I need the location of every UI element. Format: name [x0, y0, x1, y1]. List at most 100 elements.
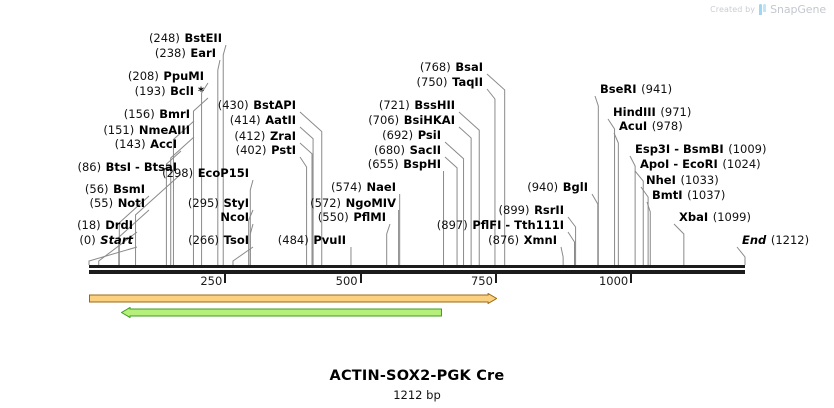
restriction-site-label[interactable]: (412) ZraI [0, 130, 296, 142]
site-name: TsoI [223, 233, 249, 247]
restriction-site-label[interactable]: (248) BstEII [0, 32, 222, 44]
site-leader-line [567, 231, 576, 265]
restriction-site-label[interactable]: (18) DrdI [0, 219, 133, 231]
restriction-site-label[interactable]: (266) TsoI [0, 234, 249, 246]
ruler-tick-label: 250 [200, 274, 223, 288]
orange-feature-arrow[interactable] [89, 293, 498, 304]
restriction-site-label[interactable]: (750) TaqII [0, 76, 483, 88]
site-position: (193) [134, 84, 166, 98]
restriction-site-label[interactable]: (156) BmrI [0, 108, 190, 120]
site-position: (655) [367, 157, 399, 171]
site-name: BtsI - BtsaI [105, 160, 177, 174]
site-position: (876) [488, 233, 520, 247]
restriction-site-label[interactable]: (430) BstAPI [0, 99, 296, 111]
restriction-site-label[interactable]: XbaI (1099) [679, 211, 751, 223]
restriction-site-label[interactable]: (899) RsrII [0, 204, 564, 216]
restriction-site-label[interactable]: (402) PstI [0, 144, 296, 156]
site-name: BclI * [170, 84, 204, 98]
restriction-site-label[interactable]: (680) SacII [0, 144, 441, 156]
site-name: BstAPI [253, 98, 296, 112]
restriction-site-label[interactable]: NheI (1033) [646, 174, 719, 186]
restriction-site-label[interactable]: BmtI (1037) [652, 189, 725, 201]
site-position: (86) [77, 160, 102, 174]
site-position: (1099) [712, 210, 751, 224]
site-position: (1024) [722, 157, 761, 171]
restriction-site-label[interactable]: (574) NaeI [0, 181, 396, 193]
snapgene-logo-icon [759, 4, 767, 15]
restriction-site-label[interactable]: (151) NmeAIII [0, 124, 190, 136]
restriction-site-label[interactable]: (655) BspHI [0, 158, 441, 170]
site-name: BsaI [455, 60, 483, 74]
sequence-length-label: 1212 bp [393, 388, 441, 402]
restriction-site-label[interactable]: ApoI - EcoRI (1024) [640, 158, 761, 170]
restriction-site-label[interactable]: (721) BssHII [0, 99, 455, 111]
site-position: (402) [235, 143, 267, 157]
site-position: (484) [277, 233, 309, 247]
site-position: (680) [374, 143, 405, 157]
site-name: BssHII [414, 98, 455, 112]
site-name: DrdI [105, 218, 133, 232]
site-name: BglI [562, 180, 588, 194]
site-position: (1033) [680, 173, 719, 187]
site-leader-line [88, 246, 138, 265]
restriction-site-label[interactable]: NcoI [0, 211, 249, 223]
site-name: BmtI [652, 188, 683, 202]
restriction-site-label[interactable]: (572) NgoMIV [0, 197, 396, 209]
restriction-site-label[interactable]: (550) PflMI [0, 211, 386, 223]
site-position: (266) [188, 233, 220, 247]
restriction-site-label[interactable]: (193) BclI * [0, 85, 204, 97]
site-leader-line [646, 201, 651, 265]
ruler-tick [494, 274, 497, 283]
restriction-site-label[interactable]: (0) Start [0, 234, 133, 246]
backbone-line-lower [89, 270, 745, 274]
restriction-site-label[interactable]: (414) AatII [0, 114, 296, 126]
site-position: (248) [148, 31, 180, 45]
site-position: (1009) [728, 142, 767, 156]
restriction-site-label[interactable]: AcuI (978) [619, 120, 683, 132]
restriction-site-label[interactable]: HindIII (971) [613, 106, 691, 118]
restriction-site-label[interactable]: (692) PsiI [0, 129, 441, 141]
site-leader-line [594, 95, 599, 265]
restriction-site-label[interactable]: BseRI (941) [600, 83, 672, 95]
ruler-tick-label: 500 [335, 274, 358, 288]
site-leader-line [736, 246, 746, 265]
restriction-site-label[interactable]: (940) BglI [0, 181, 588, 193]
restriction-site-label[interactable]: (208) PpuMI [0, 70, 204, 82]
restriction-site-label[interactable]: (706) BsiHKAI [0, 114, 455, 126]
ruler-tick-label: 750 [470, 274, 493, 288]
site-name: AcuI [619, 119, 648, 133]
restriction-site-label[interactable]: (768) BsaI [0, 61, 483, 73]
restriction-site-label[interactable]: (238) EarI [0, 47, 216, 59]
restriction-site-label[interactable]: (484) PvuII [0, 234, 346, 246]
site-name: PflFI - Tth111I [472, 218, 564, 232]
site-name: EcoP15I [197, 166, 249, 180]
restriction-site-label[interactable]: (56) BsmI [0, 183, 145, 195]
site-position: (1037) [687, 188, 726, 202]
restriction-site-label[interactable]: (897) PflFI - Tth111I [0, 219, 564, 231]
site-position: (899) [498, 203, 530, 217]
restriction-site-label[interactable]: (55) NotI [0, 197, 145, 209]
site-name: NaeI [366, 180, 396, 194]
site-leader-line [591, 193, 599, 265]
restriction-site-label[interactable]: (86) BtsI - BtsaI [0, 161, 177, 173]
restriction-site-label[interactable]: Esp3I - BsmBI (1009) [635, 143, 766, 155]
site-name: AatII [265, 113, 296, 127]
ruler-tick-label: 1000 [598, 274, 629, 288]
site-position: (750) [416, 75, 448, 89]
site-leader-line [567, 216, 577, 265]
site-name: TaqII [452, 75, 483, 89]
site-name: XbaI [679, 210, 709, 224]
restriction-site-label[interactable]: (295) StyI [0, 197, 249, 209]
restriction-site-label[interactable]: End (1212) [742, 234, 809, 246]
restriction-site-label[interactable]: (298) EcoP15I [0, 167, 249, 179]
site-name: Esp3I - BsmBI [635, 142, 724, 156]
restriction-site-label[interactable]: (143) AccI [0, 138, 177, 150]
site-leader-line [629, 155, 636, 265]
site-position: (18) [77, 218, 101, 232]
restriction-site-label[interactable]: (876) XmnI [0, 234, 557, 246]
backbone-line-upper [89, 265, 745, 268]
site-position: (978) [651, 119, 683, 133]
site-position: (56) [84, 182, 109, 196]
green-feature-arrow[interactable] [120, 307, 442, 318]
ruler-tick [224, 274, 227, 283]
